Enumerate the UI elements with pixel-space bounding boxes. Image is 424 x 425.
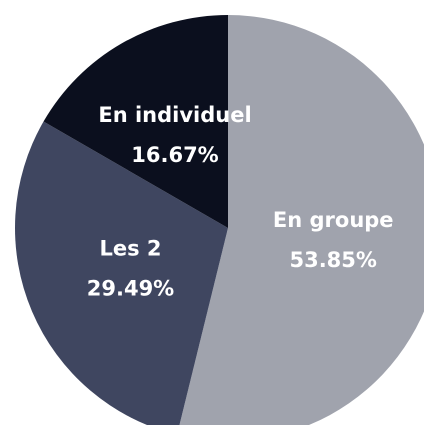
slice-value-label: 16.67% bbox=[131, 143, 218, 167]
pie-slice bbox=[43, 15, 229, 228]
slice-label: En individuel bbox=[98, 103, 251, 127]
slice-value-label: 53.85% bbox=[289, 248, 376, 272]
pie-slice bbox=[15, 121, 228, 425]
pie-slice bbox=[179, 15, 424, 425]
slice-label: Les 2 bbox=[99, 237, 161, 261]
slice-label: En groupe bbox=[273, 208, 394, 232]
slice-value-label: 29.49% bbox=[87, 277, 174, 301]
